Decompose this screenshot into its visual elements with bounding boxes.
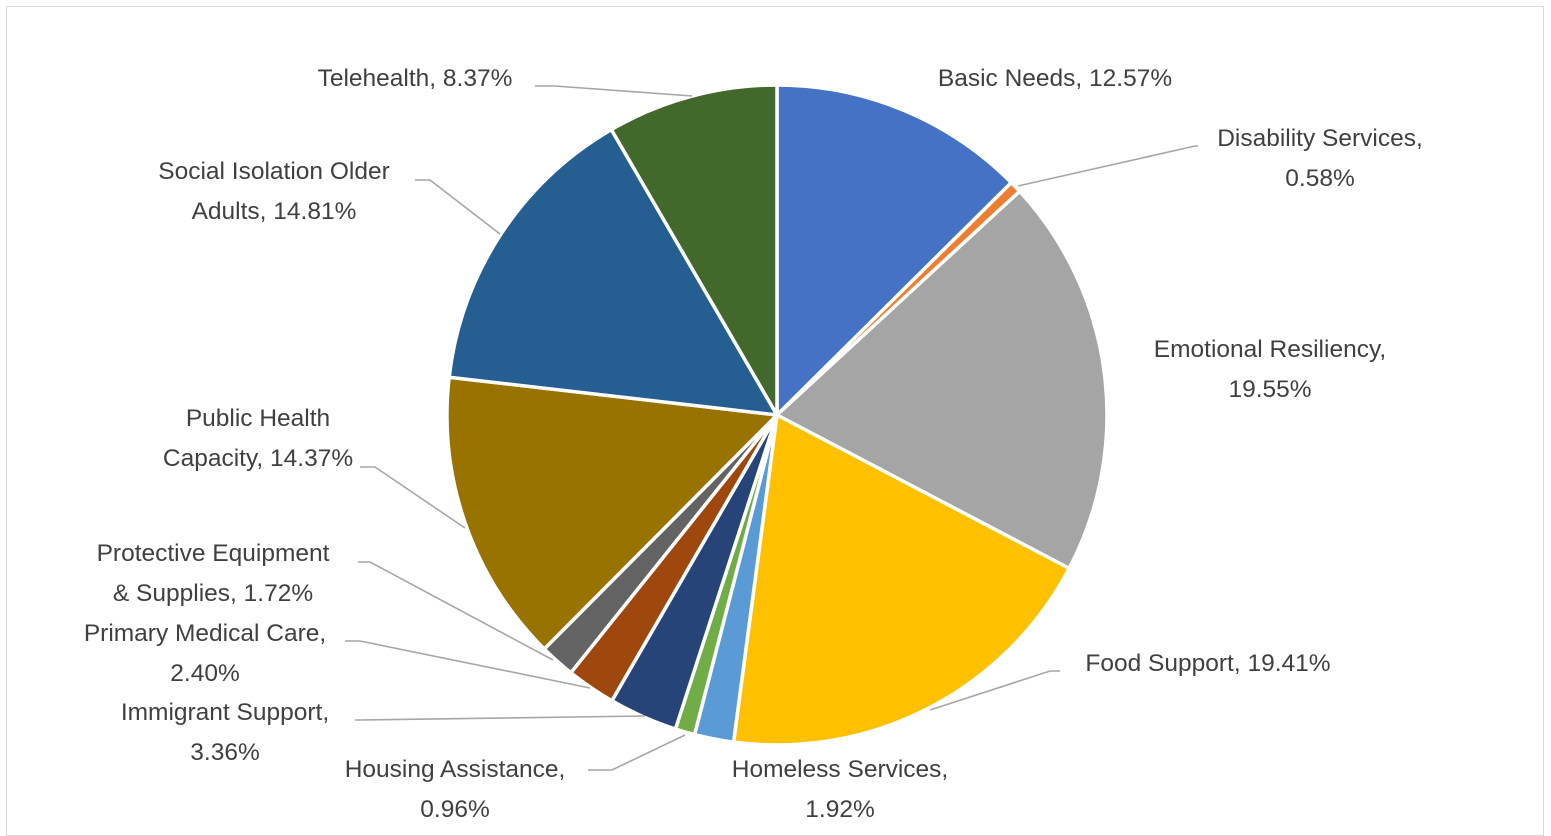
leader-line [360, 466, 466, 529]
leader-line [355, 715, 646, 721]
data-label-line: Homeless Services, [732, 756, 948, 783]
data-label-line: Social Isolation Older [158, 158, 390, 185]
data-label-line: 0.58% [1285, 165, 1354, 192]
pie-slice-emotional-resiliency [775, 189, 1109, 571]
data-label-line: Primary Medical Care, [84, 620, 326, 647]
data-label-line: Telehealth, 8.37% [318, 65, 513, 92]
data-label-line: Housing Assistance, [345, 756, 566, 783]
data-label-line: Disability Services, [1217, 125, 1423, 152]
data-label-public-health-capacity: Public Health Capacity, 14.37% [163, 405, 353, 472]
leader-line [415, 179, 501, 235]
data-label-protective-equipment-supplies: Protective Equipment & Supplies, 1.72% [97, 540, 330, 607]
data-label-immigrant-support: Immigrant Support, 3.36% [121, 699, 329, 766]
leader-lines [345, 85, 1198, 771]
pie-slice-social-isolation-older-adults [447, 127, 779, 417]
data-label-telehealth: Telehealth, 8.37% [318, 65, 513, 92]
leader-line [535, 85, 693, 97]
pie-slice-food-support [731, 413, 1071, 747]
data-labels: Basic Needs, 12.57% Disability Services, 0… [84, 65, 1423, 823]
data-label-line: 3.36% [190, 739, 259, 766]
data-label-line: Public Health [186, 405, 330, 432]
data-label-basic-needs: Basic Needs, 12.57% [938, 65, 1172, 92]
data-label-line: Capacity, 14.37% [163, 445, 353, 472]
leader-line [358, 561, 554, 661]
data-label-line: 0.96% [420, 796, 489, 823]
data-label-housing-assistance: Housing Assistance, 0.96% [345, 756, 566, 823]
data-label-homeless-services: Homeless Services, 1.92% [732, 756, 948, 823]
data-label-line: Adults, 14.81% [192, 198, 357, 225]
leader-line [1017, 145, 1198, 187]
data-label-social-isolation-older-adults: Social Isolation Older Adults, 14.81% [158, 158, 390, 225]
data-label-emotional-resiliency: Emotional Resiliency, 19.55% [1154, 336, 1386, 403]
pie-slices [445, 83, 1109, 747]
data-label-line: Protective Equipment [97, 540, 330, 567]
data-label-line: 19.55% [1228, 376, 1311, 403]
data-label-line: Emotional Resiliency, [1154, 336, 1386, 363]
data-label-line: Food Support, 19.41% [1085, 650, 1330, 677]
data-label-primary-medical-care: Primary Medical Care, 2.40% [84, 620, 326, 687]
data-label-disability-services: Disability Services, 0.58% [1217, 125, 1423, 192]
data-label-line: 1.92% [805, 796, 874, 823]
pie-slice-public-health-capacity [445, 375, 779, 651]
leader-line [345, 640, 591, 689]
data-label-line: Immigrant Support, [121, 699, 329, 726]
data-label-food-support: Food Support, 19.41% [1085, 650, 1330, 677]
leader-line [588, 734, 686, 771]
data-label-line: 2.40% [170, 660, 239, 687]
data-label-line: Basic Needs, 12.57% [938, 65, 1172, 92]
data-label-line: & Supplies, 1.72% [113, 580, 313, 607]
leader-line [929, 670, 1060, 711]
pie-slice-basic-needs [775, 83, 1014, 417]
